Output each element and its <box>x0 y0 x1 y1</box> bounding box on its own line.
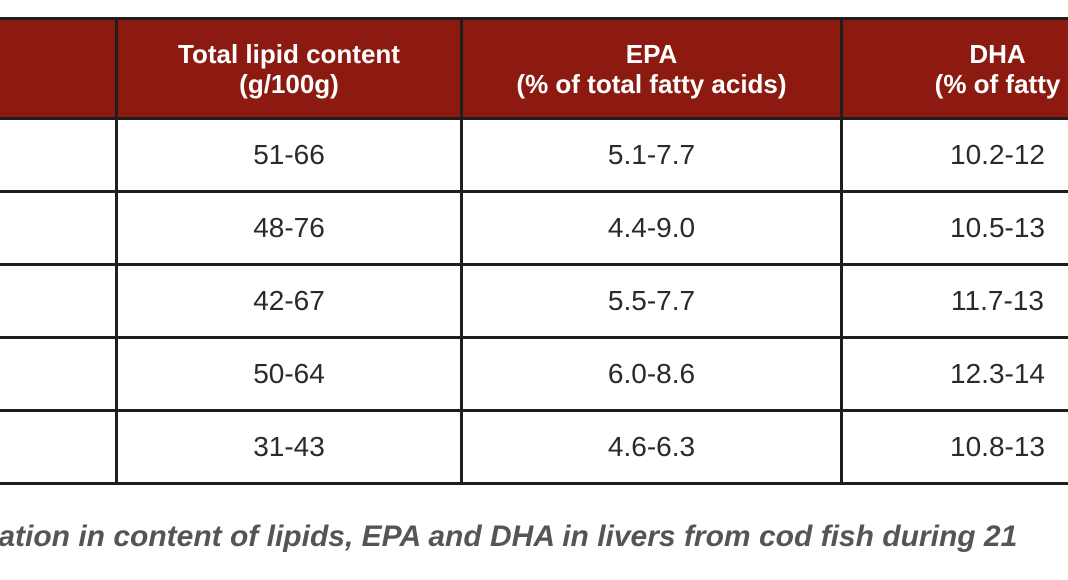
header-cell-lipid: Total lipid content (g/100g) <box>115 17 463 120</box>
header-epa-unit: (% of total fatty acids) <box>516 68 787 99</box>
row-label-cell <box>0 336 118 412</box>
header-lipid-title: Total lipid content <box>178 38 400 69</box>
table-row: 51-66 5.1-7.7 10.2-12 <box>0 117 1068 193</box>
lipid-table: Total lipid content (g/100g) EPA (% of t… <box>0 17 1068 485</box>
header-cell-dha: DHA (% of fatty <box>840 17 1068 120</box>
header-dha-unit: (% of fatty <box>934 68 1061 99</box>
table-header: Total lipid content (g/100g) EPA (% of t… <box>0 17 1068 120</box>
epa-cell: 5.1-7.7 <box>460 117 843 193</box>
lipid-cell: 50-64 <box>115 336 463 412</box>
table-row: 42-67 5.5-7.7 11.7-13 <box>0 263 1068 339</box>
table-row: 50-64 6.0-8.6 12.3-14 <box>0 336 1068 412</box>
row-label-cell <box>0 409 118 485</box>
table-body: 51-66 5.1-7.7 10.2-12 48-76 4.4-9.0 10.5… <box>0 117 1068 485</box>
row-label-cell <box>0 117 118 193</box>
header-row: Total lipid content (g/100g) EPA (% of t… <box>0 17 1068 120</box>
epa-cell: 5.5-7.7 <box>460 263 843 339</box>
dha-cell: 10.8-13 <box>840 409 1068 485</box>
epa-cell: 6.0-8.6 <box>460 336 843 412</box>
lipid-cell: 31-43 <box>115 409 463 485</box>
epa-cell: 4.6-6.3 <box>460 409 843 485</box>
row-label-cell <box>0 263 118 339</box>
header-cell-label <box>0 17 118 120</box>
header-lipid-unit: (g/100g) <box>239 68 339 99</box>
row-label-cell <box>0 190 118 266</box>
epa-cell: 4.4-9.0 <box>460 190 843 266</box>
dha-cell: 11.7-13 <box>840 263 1068 339</box>
table-row: 48-76 4.4-9.0 10.5-13 <box>0 190 1068 266</box>
dha-cell: 12.3-14 <box>840 336 1068 412</box>
dha-cell: 10.2-12 <box>840 117 1068 193</box>
header-cell-epa: EPA (% of total fatty acids) <box>460 17 843 120</box>
table-caption: iation in content of lipids, EPA and DHA… <box>0 520 1018 553</box>
header-epa-title: EPA <box>625 38 678 69</box>
lipid-cell: 48-76 <box>115 190 463 266</box>
table-row: 31-43 4.6-6.3 10.8-13 <box>0 409 1068 485</box>
lipid-cell: 51-66 <box>115 117 463 193</box>
dha-cell: 10.5-13 <box>840 190 1068 266</box>
lipid-cell: 42-67 <box>115 263 463 339</box>
header-dha-title: DHA <box>969 38 1026 69</box>
